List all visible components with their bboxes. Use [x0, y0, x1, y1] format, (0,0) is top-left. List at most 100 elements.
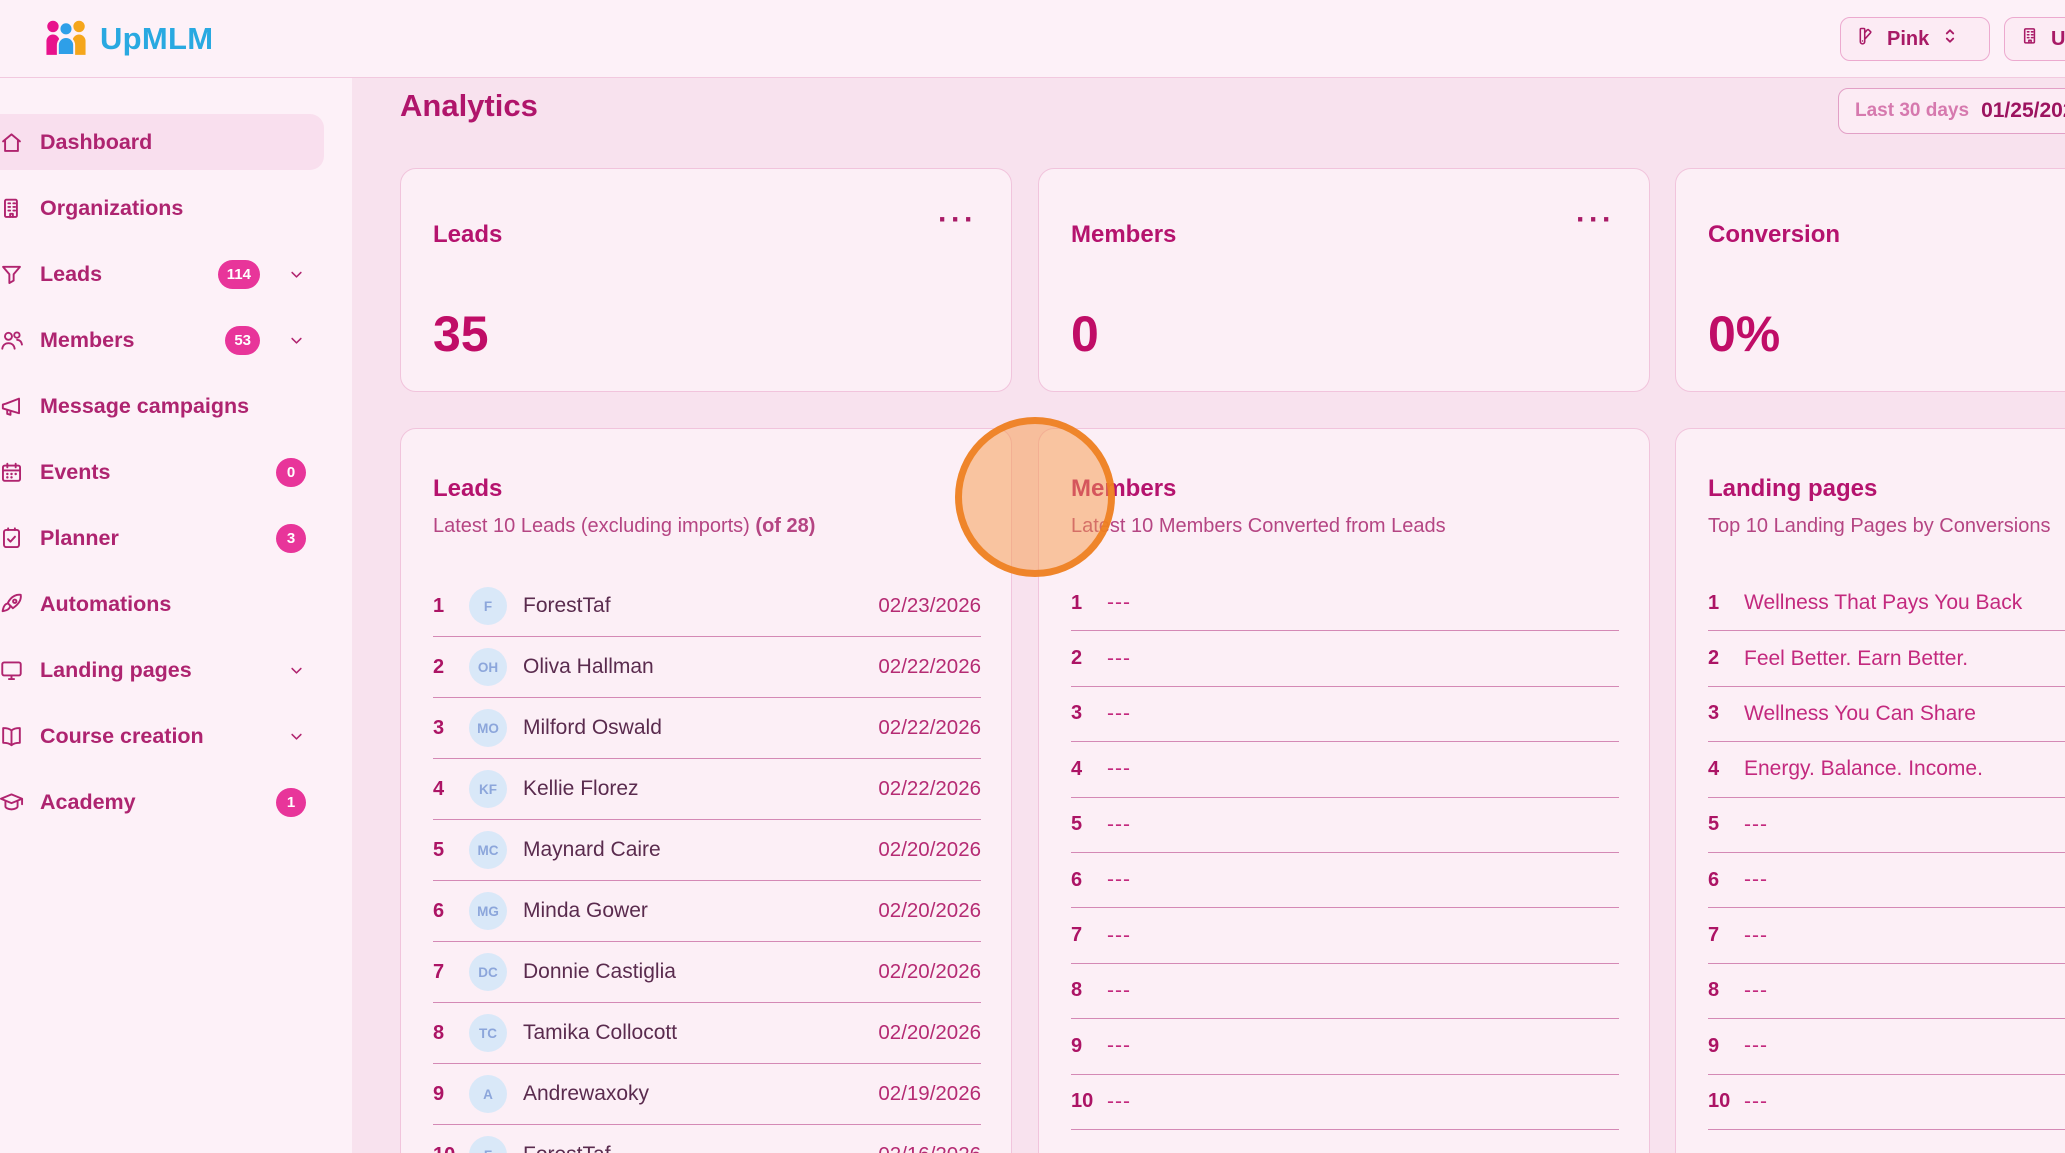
row-number: 3 — [433, 717, 469, 740]
empty-placeholder: --- — [1744, 1090, 1768, 1114]
empty-placeholder: --- — [1744, 1034, 1768, 1058]
row-number: 8 — [1708, 979, 1744, 1002]
sidebar-item-academy[interactable]: Academy1 — [0, 774, 324, 830]
chevron-down-icon[interactable] — [287, 661, 306, 680]
building-icon — [2019, 25, 2041, 53]
avatar: KF — [469, 770, 507, 808]
organization-switcher-button[interactable]: U — [2004, 17, 2065, 61]
card-menu-button[interactable]: ··· — [1576, 205, 1615, 235]
row-number: 1 — [1071, 592, 1107, 615]
lead-row[interactable]: 8TCTamika Collocott02/20/2026 — [433, 1003, 981, 1064]
card-menu-button[interactable]: ··· — [938, 205, 977, 235]
calendar-icon — [0, 459, 25, 486]
sidebar-item-members[interactable]: Members53 — [0, 312, 324, 368]
lead-row[interactable]: 10FForestTaf02/16/2026 — [433, 1125, 981, 1153]
row-number: 5 — [1071, 813, 1107, 836]
lead-row[interactable]: 2OHOliva Hallman02/22/2026 — [433, 637, 981, 698]
row-number: 7 — [1071, 924, 1107, 947]
empty-placeholder: --- — [1107, 591, 1131, 615]
sidebar-item-planner[interactable]: Planner3 — [0, 510, 324, 566]
landing-page-title: Feel Better. Earn Better. — [1744, 647, 1968, 671]
member-row: 8--- — [1071, 964, 1619, 1019]
lead-row[interactable]: 3MOMilford Oswald02/22/2026 — [433, 698, 981, 759]
sidebar-item-organizations[interactable]: Organizations — [0, 180, 324, 236]
landing-pages-list-subtitle: Top 10 Landing Pages by Conversions — [1708, 513, 2065, 539]
landing-pages-list-title: Landing pages — [1708, 477, 2065, 501]
conversion-stat-card: Conversion0% — [1675, 168, 2065, 392]
count-badge: 1 — [276, 788, 306, 817]
lead-date: 02/16/2026 — [878, 1143, 981, 1153]
empty-placeholder: --- — [1107, 1034, 1131, 1058]
sidebar-item-dashboard[interactable]: Dashboard — [0, 114, 324, 170]
sidebar-item-label: Automations — [40, 592, 171, 617]
row-number: 8 — [1071, 979, 1107, 1002]
stat-card-value: 0% — [1708, 305, 2065, 363]
sidebar-item-landing-pages[interactable]: Landing pages — [0, 642, 324, 698]
lead-date: 02/22/2026 — [878, 716, 981, 740]
landing-page-row[interactable]: 1Wellness That Pays You Back — [1708, 576, 2065, 631]
sidebar-item-leads[interactable]: Leads114 — [0, 246, 324, 302]
home-icon — [0, 129, 25, 156]
empty-placeholder: --- — [1744, 924, 1768, 948]
theme-selector-label: Pink — [1887, 28, 1929, 51]
sidebar-item-label: Planner — [40, 526, 119, 551]
top-bar: UpMLM Pink — [0, 0, 2065, 78]
lead-date: 02/20/2026 — [878, 899, 981, 923]
date-range-value: 01/25/2026 — [1981, 99, 2065, 123]
row-number: 7 — [1708, 924, 1744, 947]
chevron-down-icon[interactable] — [287, 265, 306, 284]
empty-placeholder: --- — [1107, 647, 1131, 671]
empty-placeholder: --- — [1107, 924, 1131, 948]
count-badge: 114 — [218, 260, 260, 289]
sidebar-item-message-campaigns[interactable]: Message campaigns — [0, 378, 324, 434]
chevron-down-icon[interactable] — [287, 727, 306, 746]
leads-list-title: Leads — [433, 477, 981, 501]
leads-stat-card: Leads···35 — [400, 168, 1012, 392]
avatar: F — [469, 587, 507, 625]
funnel-icon — [0, 261, 25, 288]
landing-page-row: 8--- — [1708, 964, 2065, 1019]
theme-selector-button[interactable]: Pink — [1840, 17, 1990, 61]
sidebar-item-label: Members — [40, 328, 134, 353]
row-number: 1 — [1708, 592, 1744, 615]
sidebar-item-label: Message campaigns — [40, 394, 249, 419]
sidebar-item-course-creation[interactable]: Course creation — [0, 708, 324, 764]
sidebar-item-events[interactable]: Events0 — [0, 444, 324, 500]
empty-placeholder: --- — [1107, 813, 1131, 837]
swatchbook-icon — [1855, 25, 1877, 53]
lead-name: ForestTaf — [523, 594, 611, 618]
member-row: 10--- — [1071, 1075, 1619, 1130]
lead-row[interactable]: 1FForestTaf02/23/2026 — [433, 576, 981, 637]
lead-date: 02/20/2026 — [878, 838, 981, 862]
row-number: 6 — [433, 900, 469, 923]
date-range-filter[interactable]: Last 30 days 01/25/2026 — [1838, 88, 2065, 134]
chevron-down-icon[interactable] — [287, 331, 306, 350]
landing-page-row[interactable]: 2Feel Better. Earn Better. — [1708, 631, 2065, 686]
row-number: 6 — [1708, 869, 1744, 892]
leads-list-card: Leads Latest 10 Leads (excluding imports… — [400, 428, 1012, 1153]
avatar: OH — [469, 648, 507, 686]
lead-row[interactable]: 7DCDonnie Castiglia02/20/2026 — [433, 942, 981, 1003]
row-number: 6 — [1071, 869, 1107, 892]
lead-date: 02/22/2026 — [878, 777, 981, 801]
lead-date: 02/20/2026 — [878, 1021, 981, 1045]
member-row: 3--- — [1071, 687, 1619, 742]
empty-placeholder: --- — [1107, 979, 1131, 1003]
sidebar-item-automations[interactable]: Automations — [0, 576, 324, 632]
member-row: 2--- — [1071, 631, 1619, 686]
member-row: 4--- — [1071, 742, 1619, 797]
count-badge: 0 — [276, 458, 306, 487]
app-window: UpMLM Pink — [0, 0, 2065, 1153]
members-stat-card: Members···0 — [1038, 168, 1650, 392]
lead-row[interactable]: 6MGMinda Gower02/20/2026 — [433, 881, 981, 942]
row-number: 2 — [433, 656, 469, 679]
lead-name: Donnie Castiglia — [523, 960, 676, 984]
users-icon — [0, 327, 25, 354]
lead-name: Milford Oswald — [523, 716, 662, 740]
lead-row[interactable]: 4KFKellie Florez02/22/2026 — [433, 759, 981, 820]
landing-page-row[interactable]: 3Wellness You Can Share — [1708, 687, 2065, 742]
lead-row[interactable]: 5MCMaynard Caire02/20/2026 — [433, 820, 981, 881]
landing-page-row[interactable]: 4Energy. Balance. Income. — [1708, 742, 2065, 797]
brand-logo[interactable]: UpMLM — [44, 0, 213, 78]
lead-row[interactable]: 9AAndrewaxoky02/19/2026 — [433, 1064, 981, 1125]
